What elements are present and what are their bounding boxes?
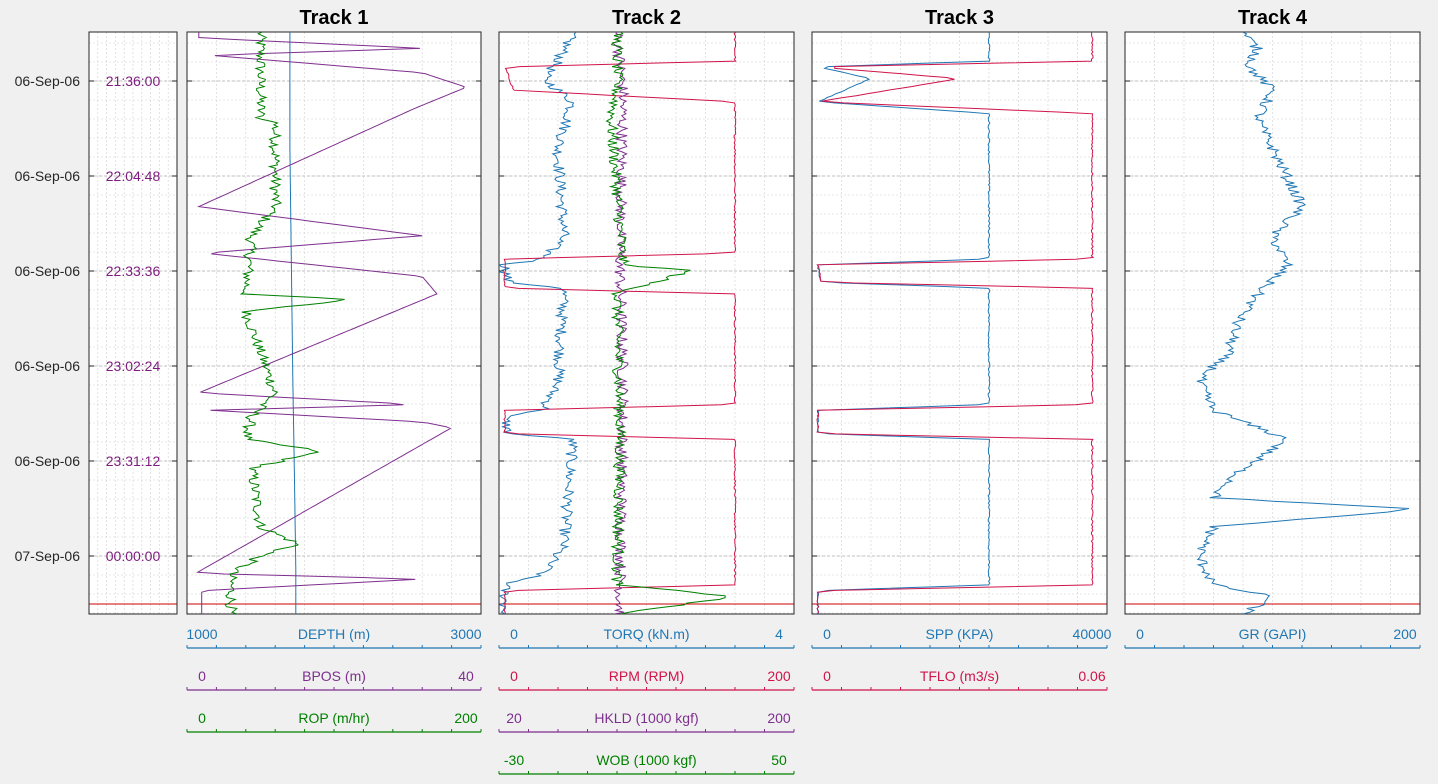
scale-max-label: 3000 [450,626,481,642]
scale-max-label: 40 [458,668,474,684]
track-axes-frame [186,31,482,615]
time-axis-panel: 06-Sep-06 21:36:00 06-Sep-06 22:04:48 06-Sep… [15,31,178,615]
track-3: Track 3 0 SPP (KPA) 40000 0 TFLO (m3/s) 0.06 [811,7,1112,691]
scale-bar: 0 GR (GAPI) 200 [1124,626,1421,649]
time-tick-time-label: 00:00:00 [106,548,161,564]
track-axes-background [1125,32,1420,614]
scale-min-label: 0 [198,710,206,726]
scale-bar: 0 TORQ (kN.m) 4 [498,626,795,649]
scale-name-label: HKLD (1000 kgf) [594,710,698,726]
scale-min-label: 1000 [186,626,217,642]
scale-min-label: -30 [504,752,524,768]
track-axes-frame [498,31,795,615]
scale-max-label: 0.06 [1078,668,1105,684]
series-line [503,32,737,614]
scale-name-label: RPM (RPM) [609,668,684,684]
scale-bar: 0 SPP (KPA) 40000 [811,626,1112,649]
track-title: Track 1 [300,7,369,29]
scale-max-label: 200 [1393,626,1417,642]
series-line [816,32,991,614]
scale-min-label: 0 [510,626,518,642]
scale-name-label: SPP (KPA) [926,626,994,642]
series-line [1196,32,1410,614]
track-title: Track 4 [1238,7,1308,29]
scale-name-label: ROP (m/hr) [298,710,369,726]
scale-min-label: 0 [510,668,518,684]
series-line [816,32,1095,614]
time-tick-date-label: 06-Sep-06 [15,263,81,279]
scale-bar: 0 BPOS (m) 40 [186,668,482,691]
series-line [224,32,345,614]
scale-min-label: 0 [823,626,831,642]
time-tick-time-label: 22:04:48 [106,168,161,184]
scale-name-label: BPOS (m) [302,668,366,684]
track-title: Track 3 [925,7,994,29]
time-tick-date-label: 06-Sep-06 [15,453,81,469]
track-2: Track 2 0 TORQ (kN.m) 4 0 RPM (RPM) 200 20 HKLD … [498,7,795,775]
scale-bar: 0 ROP (m/hr) 200 [186,710,482,733]
track-axes-background [187,32,481,614]
scale-name-label: DEPTH (m) [298,626,370,642]
scale-bar: 1000 DEPTH (m) 3000 [186,626,482,649]
scale-name-label: TFLO (m3/s) [920,668,999,684]
track-axes-frame [88,31,178,615]
scale-name-label: GR (GAPI) [1239,626,1307,642]
track-curves [1196,32,1410,614]
scale-name-label: WOB (1000 kgf) [596,752,696,768]
track-4: Track 4 0 GR (GAPI) 200 [1124,7,1421,649]
scale-min-label: 0 [1136,626,1144,642]
track-axes-background [499,32,794,614]
track-curves [195,32,465,614]
scale-bar: 20 HKLD (1000 kgf) 200 [498,710,795,733]
scale-min-label: 0 [823,668,831,684]
track-axes-background [812,32,1107,614]
series-line [605,32,726,614]
track-1: Track 1 1000 DEPTH (m) 3000 0 BPOS (m) 40 0 ROP … [186,7,482,733]
time-tick-time-label: 21:36:00 [106,73,161,89]
series-line [195,32,465,614]
scale-min-label: 0 [198,668,206,684]
track-axes-frame [1124,31,1421,615]
scale-max-label: 200 [767,668,791,684]
scale-name-label: TORQ (kN.m) [603,626,689,642]
scale-bar: -30 WOB (1000 kgf) 50 [498,752,795,775]
time-tick-time-label: 22:33:36 [106,263,161,279]
scale-max-label: 4 [775,626,783,642]
time-tick-date-label: 06-Sep-06 [15,73,81,89]
time-tick-date-label: 07-Sep-06 [15,548,81,564]
track-title: Track 2 [612,7,681,29]
time-tick-time-label: 23:31:12 [106,453,161,469]
track-axes-frame [811,31,1108,615]
scale-bar: 0 RPM (RPM) 200 [498,668,795,691]
track-curves [816,32,1095,614]
track-curves [499,32,737,614]
scale-max-label: 50 [771,752,787,768]
series-line [499,32,579,614]
time-tick-date-label: 06-Sep-06 [15,358,81,374]
scale-min-label: 20 [506,710,522,726]
scale-max-label: 200 [454,710,478,726]
series-line [611,32,630,614]
time-tick-date-label: 06-Sep-06 [15,168,81,184]
time-tick-time-label: 23:02:24 [106,358,161,374]
track-axes-background [89,32,177,614]
scale-max-label: 200 [767,710,791,726]
scale-bar: 0 TFLO (m3/s) 0.06 [811,668,1108,691]
scale-max-label: 40000 [1073,626,1112,642]
